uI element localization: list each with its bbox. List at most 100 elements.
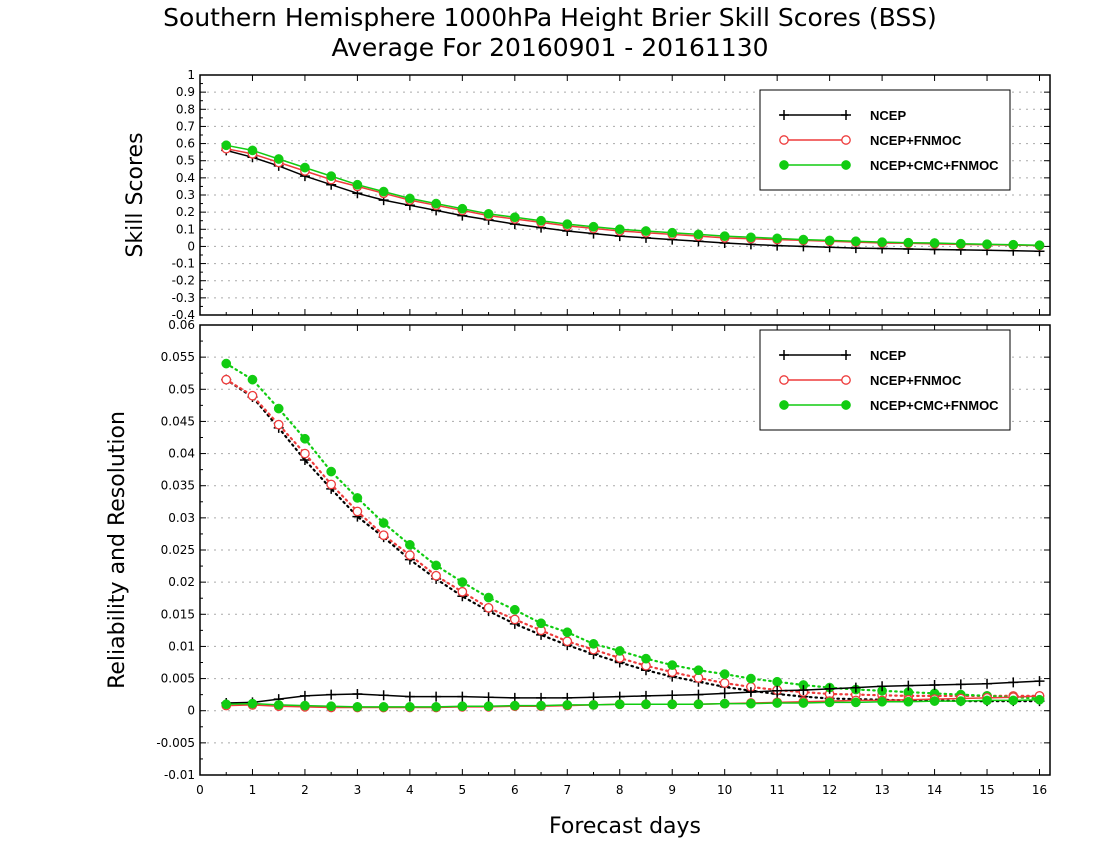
bottom-legend-marker [841,350,851,360]
bottom-series-line-ncep-fnmoc-resolution [225,378,1041,698]
top-data-point [509,212,520,223]
bottom-y-tick-label: 0.045 [161,414,195,428]
bottom-data-point [1034,676,1045,687]
bottom-data-point [903,680,914,691]
bottom-data-point [1034,694,1045,705]
bottom-legend-marker [779,375,789,385]
top-legend-marker [779,160,789,170]
bottom-y-tick-label: 0.04 [168,447,195,461]
top-data-point [693,229,704,240]
bottom-data-point [299,690,310,701]
top-plot-frame [199,74,1051,316]
bottom-data-point [562,700,573,710]
bottom-y-tick-label: 0.015 [161,607,195,621]
top-y-tick-label: 0.2 [176,205,195,219]
bottom-series-line-ncep-cmc-fnmoc-reliability [225,699,1041,708]
bottom-legend-marker [779,400,789,410]
bottom-data-point [641,699,651,710]
bottom-data-point [221,358,232,369]
bottom-data-point [562,636,573,647]
top-data-point [431,198,441,209]
top-data-point [955,238,966,249]
bottom-y-tick-label: 0.005 [161,672,195,686]
bottom-data-point [405,702,415,712]
bottom-x-tick-label: 10 [717,783,732,797]
bottom-data-point [300,448,310,459]
bottom-data-point [667,660,678,670]
top-data-point [877,237,887,247]
bottom-data-point [405,540,415,550]
top-data-point [352,179,363,190]
bottom-data-point [1008,677,1019,688]
bottom-data-point [378,702,389,712]
top-data-point [588,221,599,232]
bottom-data-point [405,550,415,560]
bottom-x-tick-label: 14 [927,783,942,797]
bottom-data-point [1008,695,1019,706]
bottom-y-tick-label: 0.02 [168,575,195,589]
bottom-data-point [326,479,337,490]
bottom-data-point [877,681,888,692]
bottom-data-point [562,627,573,638]
top-data-point [562,219,573,229]
bottom-data-point [273,419,284,430]
bottom-y-tick-label: 0.035 [161,479,195,493]
bottom-data-point [483,692,494,703]
bottom-x-tick-label: 8 [616,783,624,797]
bottom-data-point [955,696,966,706]
bottom-data-point [221,374,232,385]
bottom-data-point [667,690,678,701]
top-legend-marker [841,110,851,120]
bottom-data-point [509,604,520,615]
bottom-data-point [509,700,520,711]
bottom-data-point [326,466,337,477]
top-y-tick-label: -0.1 [172,257,195,271]
top-data-point [982,239,992,250]
bottom-data-point [457,577,468,587]
bottom-data-point [352,689,363,699]
top-data-point [247,145,258,156]
top-y-tick-label: 0.6 [176,137,195,151]
bottom-data-point [457,586,468,597]
bottom-data-point [641,653,651,664]
bottom-data-point [693,665,704,676]
bottom-legend-label: NCEP+FNMOC [870,373,962,388]
top-data-point [326,171,337,181]
x-axis-label: Forecast days [549,814,701,839]
top-legend-marker [841,135,851,145]
top-y-tick-label: -0.3 [172,291,195,305]
bottom-data-point [719,669,730,679]
top-legend-label: NCEP+CMC+FNMOC [870,158,999,173]
chart-title: Southern Hemisphere 1000hPa Height Brier… [163,3,937,32]
top-y-tick-label: 0.1 [176,222,195,236]
bottom-data-point [719,688,730,699]
bottom-x-tick-label: 4 [406,783,414,797]
top-data-point [719,231,730,241]
bottom-x-tick-label: 6 [511,783,519,797]
bottom-y-tick-label: 0.055 [161,350,195,364]
bottom-x-tick-label: 15 [979,783,994,797]
top-data-point [483,209,494,219]
top-legend-marker [779,110,789,120]
top-data-point [772,233,783,244]
bottom-data-point [982,678,993,689]
bottom-data-point [614,646,625,656]
top-data-point [851,236,861,247]
bottom-data-point [877,696,887,707]
top-data-point [824,235,835,246]
bottom-data-point [326,701,337,712]
bottom-data-point [588,639,599,649]
bottom-data-point [772,685,783,696]
bottom-data-point [903,696,914,707]
bottom-data-point [693,689,704,700]
bottom-data-point [378,530,389,541]
bottom-data-point [824,683,835,694]
bottom-y-tick-label: -0.005 [156,736,195,750]
top-data-point [221,140,232,151]
bottom-data-point [851,697,861,708]
bottom-y-tick-label: 0.01 [168,639,195,653]
top-data-point [536,215,546,226]
bottom-data-point [300,700,310,711]
bottom-data-point [588,700,599,710]
